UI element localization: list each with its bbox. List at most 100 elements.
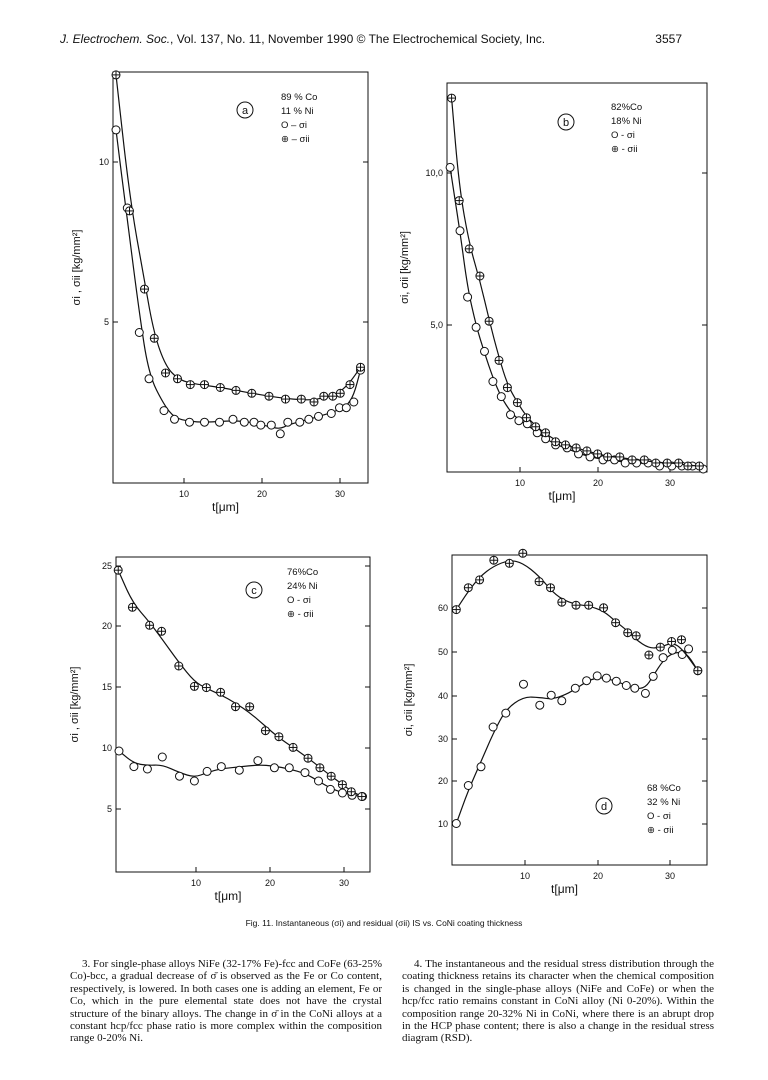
data-point-sigma-i [314, 411, 323, 421]
chart-panel-a: 10 20 30 10 5 t[μm] σi , σii [kg/mm²] a 89 % Co 1… [71, 70, 369, 514]
plot-frame [446, 82, 708, 473]
data-point-sigma-i [480, 346, 489, 356]
data-point-sigma-i [658, 653, 668, 663]
data-point-sigma-i [471, 322, 481, 332]
panel-tag-circle [595, 797, 613, 815]
x-tick-label: 10 [520, 871, 530, 881]
data-point-sigma-i [476, 762, 486, 772]
panel-tag-letter: c [251, 585, 257, 597]
chart-panel-d: 10 20 30 60 50 40 30 20 10 t[μm] σi, σii [kg/mm²] d… [403, 548, 708, 896]
data-point-sigma-i [275, 429, 285, 439]
figure-caption: Fig. 11. Instantaneous (σi) and residual… [245, 918, 523, 928]
data-point-sigma-i [300, 768, 310, 778]
data-point-sigma-i [234, 765, 244, 775]
legend-entry: 76%Co [287, 567, 318, 578]
x-tick-label: 10 [515, 478, 525, 488]
y-tick-label: 15 [102, 682, 112, 692]
data-point-sigma-i [215, 417, 224, 427]
x-tick-label: 20 [593, 478, 603, 488]
x-tick-label: 20 [593, 871, 603, 881]
y-axis-label: σi, σii [kg/mm²] [403, 664, 415, 737]
panel-tag-circle [245, 581, 263, 599]
data-point-sigma-i [667, 645, 677, 655]
data-point-sigma-i [144, 374, 154, 384]
y-tick-label: 10,0 [425, 168, 443, 178]
x-tick-label: 30 [335, 489, 345, 499]
plot-frame [112, 71, 369, 484]
x-tick-label: 30 [665, 478, 675, 488]
panel-tag-letter: b [563, 117, 569, 129]
data-point-sigma-i [592, 671, 602, 681]
data-point-sigma-i [111, 125, 121, 135]
data-point-sigma-i [283, 417, 293, 427]
journal-name: J. Electrochem. Soc. [60, 32, 171, 46]
x-axis-label: t[μm] [551, 882, 578, 896]
y-tick-label: 5,0 [430, 320, 443, 330]
running-header: J. Electrochem. Soc., Vol. 137, No. 11, … [60, 32, 682, 52]
y-tick-label: 60 [438, 603, 448, 613]
y-axis-label: σi , σii [kg/mm²] [69, 667, 81, 743]
data-point-sigma-i [535, 700, 545, 710]
data-point-sigma-i [506, 410, 515, 420]
data-point-sigma-i [266, 420, 276, 430]
data-point-sigma-i [488, 377, 498, 386]
legend-entry: 11 % Ni [281, 106, 314, 117]
data-point-sigma-i [325, 784, 335, 794]
y-tick-label: 25 [102, 561, 112, 571]
figure-11: 10 20 30 10 5 t[μm] σi , σii [kg/mm²] a 89 % Co 1… [69, 70, 708, 903]
y-tick-label: 10 [438, 819, 448, 829]
data-point-sigma-i [256, 420, 266, 430]
y-tick-label: 10 [99, 157, 109, 167]
y-tick-label: 50 [438, 647, 448, 657]
panel-tag-letter: a [242, 105, 249, 117]
data-point-sigma-i [546, 690, 556, 700]
data-point-sigma-i [501, 708, 511, 718]
data-point-sigma-i [134, 328, 144, 337]
text-column-right: 4. The instantaneous and the residual st… [402, 958, 714, 1045]
panel-tag-letter: d [601, 801, 607, 813]
legend-entry: ⊕ - σii [287, 609, 314, 620]
legend-entry: O - σi [647, 811, 671, 822]
legend-entry: O - σi [611, 130, 635, 141]
series-curve-crossed-circle [115, 74, 361, 401]
y-tick-label: 10 [102, 743, 112, 753]
data-point-sigma-i [200, 417, 209, 427]
data-point-sigma-i [341, 403, 351, 413]
data-point-sigma-i [170, 414, 179, 424]
panel-tag-circle [236, 101, 254, 119]
data-point-sigma-i [463, 781, 473, 790]
x-axis-label: t[μm] [549, 489, 576, 503]
data-point-sigma-i [496, 392, 506, 402]
data-point-sigma-i [648, 671, 658, 681]
data-point-sigma-i [216, 762, 226, 772]
data-point-sigma-i [304, 414, 314, 424]
paragraph-3: 3. For single-phase alloys NiFe (32-17% … [70, 958, 382, 1045]
data-point-sigma-i [445, 162, 455, 172]
y-tick-label: 30 [438, 734, 448, 744]
data-point-sigma-i [129, 762, 139, 772]
data-point-sigma-i [253, 756, 263, 766]
data-point-sigma-i [159, 406, 169, 416]
series-curve-crossed-circle [451, 98, 700, 467]
data-point-sigma-i [228, 414, 238, 424]
x-tick-label: 30 [339, 878, 349, 888]
x-tick-label: 30 [665, 871, 675, 881]
legend-entry: 32 % Ni [647, 797, 680, 808]
legend-entry: 24% Ni [287, 581, 318, 592]
data-point-sigma-i [488, 722, 498, 732]
text-column-left: 3. For single-phase alloys NiFe (32-17% … [70, 958, 382, 1045]
legend-entry: ⊕ - σii [611, 144, 638, 155]
legend-entry: O - σi [287, 595, 311, 606]
panel-tag-circle [557, 113, 575, 131]
citation-details: , Vol. 137, No. 11, November 1990 © The … [170, 32, 546, 46]
x-tick-label: 20 [265, 878, 275, 888]
data-point-sigma-i [284, 763, 294, 773]
chart-panel-b: 10 20 30 10,0 5,0 t[μm] σi, σii [kg/mm²] b 82%Co… [399, 82, 708, 503]
legend-entry: ⊕ – σii [281, 134, 310, 145]
legend-entry: 18% Ni [611, 116, 642, 127]
data-point-sigma-i [463, 292, 473, 302]
data-point-sigma-i [157, 752, 167, 762]
chart-panel-c: 10 20 30 25 20 15 10 5 t[μm] σi , σii [kg/mm²] c 76… [69, 556, 371, 903]
data-point-sigma-i [202, 766, 212, 776]
paragraph-4: 4. The instantaneous and the residual st… [402, 958, 714, 1045]
